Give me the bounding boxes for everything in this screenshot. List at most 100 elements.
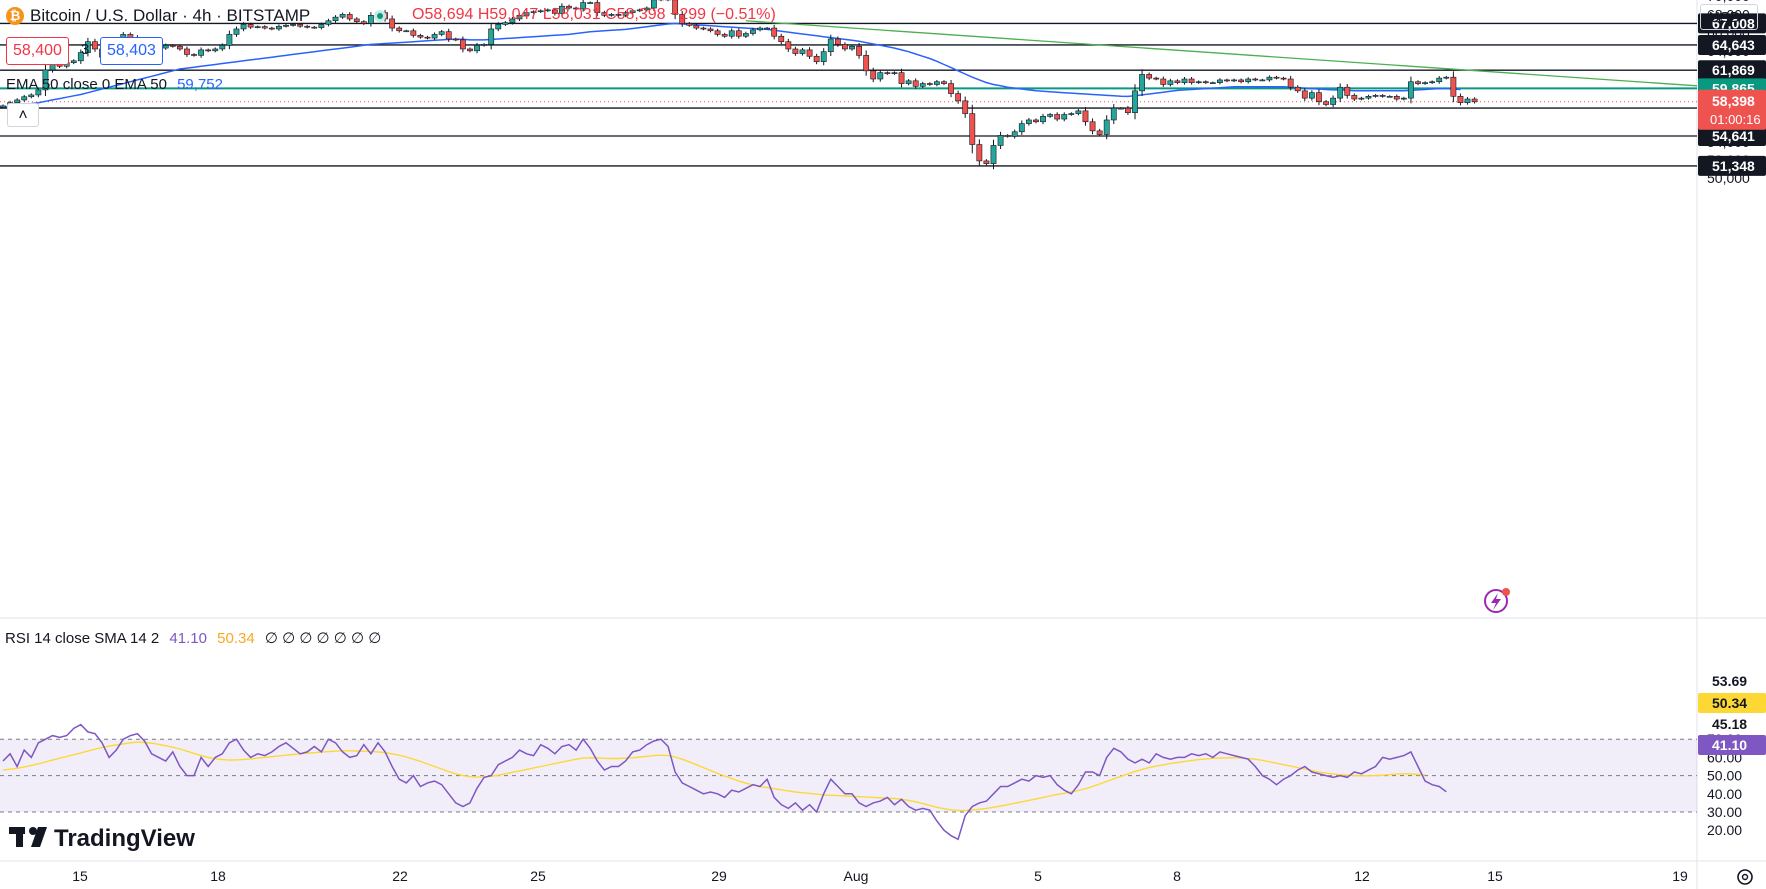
candle-body <box>1068 113 1075 115</box>
candle-body <box>750 29 756 34</box>
candle-body <box>530 11 537 13</box>
bitcoin-logo-icon: ₿ <box>6 7 24 25</box>
countdown-text: 01:00:16 <box>1710 112 1761 127</box>
candle-body <box>983 160 990 164</box>
candle <box>1344 84 1351 99</box>
candle <box>261 25 268 30</box>
candle-body <box>870 70 877 80</box>
ema-50-line <box>2 22 1461 109</box>
candle-body <box>389 18 396 29</box>
candle-body <box>459 39 466 50</box>
candle-body <box>1365 96 1372 99</box>
candle <box>742 31 749 39</box>
candle <box>360 20 367 26</box>
candle-body <box>679 14 686 24</box>
candle-body <box>1202 81 1209 84</box>
candle <box>353 17 360 24</box>
candle <box>1202 80 1209 84</box>
candle-body <box>1181 78 1188 83</box>
buy-price-button[interactable]: 58,403 <box>100 37 163 65</box>
candle <box>226 30 233 50</box>
candle-body <box>969 113 976 145</box>
candle-body <box>1252 78 1259 81</box>
trend-line[interactable] <box>745 20 1698 87</box>
sell-price-button[interactable]: 58,400 <box>6 37 69 65</box>
ema-legend-label: EMA 50 close 0 EMA 50 <box>6 76 167 93</box>
candle <box>1217 78 1223 85</box>
currency-selector[interactable]: USD ▾ <box>1700 4 1758 30</box>
level-price-tag: 54,641 <box>1698 125 1766 146</box>
candle <box>544 8 551 13</box>
candle <box>863 50 870 76</box>
candle <box>297 22 304 28</box>
candle-body <box>1273 76 1280 79</box>
candle-body <box>799 49 806 54</box>
time-tick-label: 22 <box>392 868 408 884</box>
candle <box>1153 76 1160 81</box>
candle <box>1224 78 1230 83</box>
candle <box>1294 85 1301 93</box>
candle-body <box>941 81 947 84</box>
candle <box>912 78 919 89</box>
candle-body <box>1224 79 1230 82</box>
candle <box>834 36 841 47</box>
candle <box>955 90 962 104</box>
candle <box>77 49 84 64</box>
candle-body <box>615 14 622 16</box>
candle <box>481 43 487 47</box>
candle <box>1004 134 1011 138</box>
candle-body <box>1436 77 1443 83</box>
candle-body <box>1146 74 1153 79</box>
candle-body <box>580 2 587 10</box>
candle <box>530 10 537 14</box>
candle <box>587 1 594 4</box>
candle <box>1337 83 1344 102</box>
candle-body <box>1054 114 1061 120</box>
candle-body <box>1450 76 1457 97</box>
candle-body <box>559 5 565 14</box>
candle-body <box>1259 79 1266 82</box>
candle <box>28 93 35 99</box>
candle <box>1054 112 1061 122</box>
candle-body <box>1422 82 1428 84</box>
candle <box>1167 78 1174 87</box>
candle-body <box>813 55 820 63</box>
candle <box>1252 77 1259 82</box>
candle <box>509 16 516 25</box>
candle <box>566 4 572 10</box>
gear-icon[interactable] <box>1737 869 1753 885</box>
candle <box>240 22 247 32</box>
candle-body <box>643 7 650 11</box>
candle <box>1386 95 1393 98</box>
candle <box>948 79 954 98</box>
symbol-title[interactable]: Bitcoin / U.S. Dollar · 4h · BITSTAMP <box>30 6 311 25</box>
candle <box>877 69 884 82</box>
candle <box>212 47 219 53</box>
candle-body <box>290 24 296 26</box>
collapse-legend-button[interactable]: ˄ <box>7 103 39 127</box>
candle-body <box>169 45 176 47</box>
chevron-down-icon: ▾ <box>1744 12 1750 24</box>
candle <box>757 26 763 32</box>
candle-body <box>502 22 509 25</box>
candle <box>643 6 650 12</box>
candle <box>636 8 643 13</box>
candle <box>233 26 240 37</box>
candle <box>849 44 855 51</box>
candle <box>1231 78 1237 83</box>
candle <box>1330 95 1336 108</box>
candle <box>707 27 714 33</box>
candle <box>884 71 891 75</box>
currency-label: USD <box>1709 9 1741 26</box>
candle <box>410 28 417 38</box>
candle <box>1358 96 1365 101</box>
candle <box>792 46 799 56</box>
candle-body <box>1103 119 1110 135</box>
candle-body <box>898 72 905 84</box>
candle-body <box>1132 90 1138 113</box>
candle-body <box>1174 80 1181 83</box>
candle <box>445 28 452 42</box>
candle <box>1117 107 1124 110</box>
candle-body <box>410 30 417 36</box>
lightning-alert-icon[interactable] <box>1484 588 1510 613</box>
